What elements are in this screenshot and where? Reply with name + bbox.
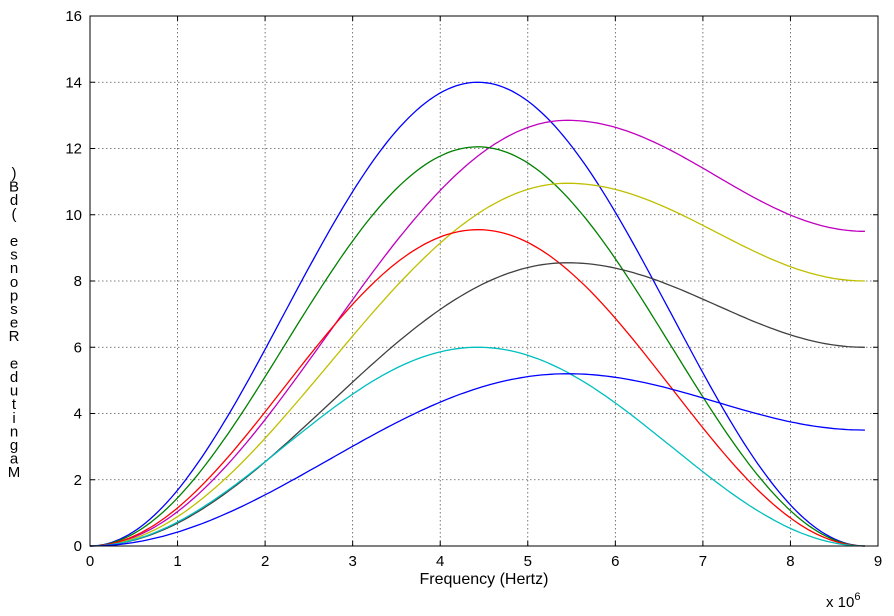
- y-tick-label: 16: [65, 8, 82, 25]
- y-axis-label-glyph: t: [12, 396, 17, 413]
- x-tick-label: 0: [86, 553, 94, 570]
- y-axis-label-glyph: B: [9, 179, 19, 196]
- y-axis-label-glyph: o: [10, 274, 18, 291]
- y-axis-label-glyph: ): [12, 165, 17, 182]
- y-axis-label-glyph: p: [10, 287, 18, 304]
- y-tick-label: 12: [65, 141, 82, 158]
- series-line-7: [89, 346, 865, 547]
- y-axis-label-glyph: i: [12, 410, 15, 427]
- x-tick-label: 6: [611, 553, 619, 570]
- grid: [90, 16, 878, 546]
- y-tick-label: 8: [74, 273, 82, 290]
- x-tick-label: 8: [786, 553, 794, 570]
- y-axis-label-glyph: s: [10, 247, 18, 264]
- y-axis-label-glyph: a: [10, 451, 19, 468]
- y-tick-label: 4: [74, 406, 82, 423]
- series-layer: [89, 81, 865, 547]
- x-tick-label: 9: [874, 553, 882, 570]
- y-axis-label-glyph: M: [8, 464, 21, 481]
- x-tick-label: 1: [173, 553, 181, 570]
- y-axis-label-glyph: u: [10, 383, 18, 400]
- y-ticks: 0 2 4 6 8 10 12 14 16: [65, 8, 878, 555]
- y-axis-label-glyph: n: [10, 423, 18, 440]
- series-line-3: [89, 146, 865, 547]
- y-axis-label-glyph: e: [10, 233, 18, 250]
- y-axis-label-glyph: (: [12, 206, 17, 223]
- x-ticks: 0 1 2 3 4 5 6 7 8 9: [86, 16, 882, 570]
- series-line-8: [90, 373, 865, 547]
- series-line-5: [89, 229, 865, 547]
- x-axis-label: Frequency (Hertz): [420, 571, 549, 588]
- y-axis-label-glyph: n: [10, 260, 18, 277]
- y-tick-label: 10: [65, 207, 82, 224]
- x-tick-label: 4: [436, 553, 444, 570]
- y-tick-label: 6: [74, 339, 82, 356]
- x-exponent-power: 6: [854, 591, 860, 603]
- series-line-4: [89, 182, 865, 547]
- series-line-2: [89, 119, 865, 547]
- y-axis-label-glyph: g: [10, 437, 18, 454]
- x-tick-label: 3: [348, 553, 356, 570]
- y-tick-label: 2: [74, 472, 82, 489]
- y-axis-label-glyph: e: [10, 315, 18, 332]
- series-line-6: [89, 262, 865, 547]
- x-exponent-label: x 106: [826, 591, 860, 611]
- y-tick-label: 14: [65, 74, 82, 91]
- x-tick-label: 2: [261, 553, 269, 570]
- y-axis-label-glyph: R: [9, 328, 20, 345]
- y-axis-label-glyph: s: [10, 301, 18, 318]
- x-exponent-base: x 10: [826, 594, 854, 611]
- y-axis-label-glyph: d: [10, 369, 18, 386]
- x-tick-label: 7: [699, 553, 707, 570]
- x-tick-label: 5: [524, 553, 532, 570]
- y-axis-label-glyph: e: [10, 355, 18, 372]
- y-axis-label-glyph: d: [10, 192, 18, 209]
- y-tick-label: 0: [74, 538, 82, 555]
- series-line-1: [89, 81, 865, 547]
